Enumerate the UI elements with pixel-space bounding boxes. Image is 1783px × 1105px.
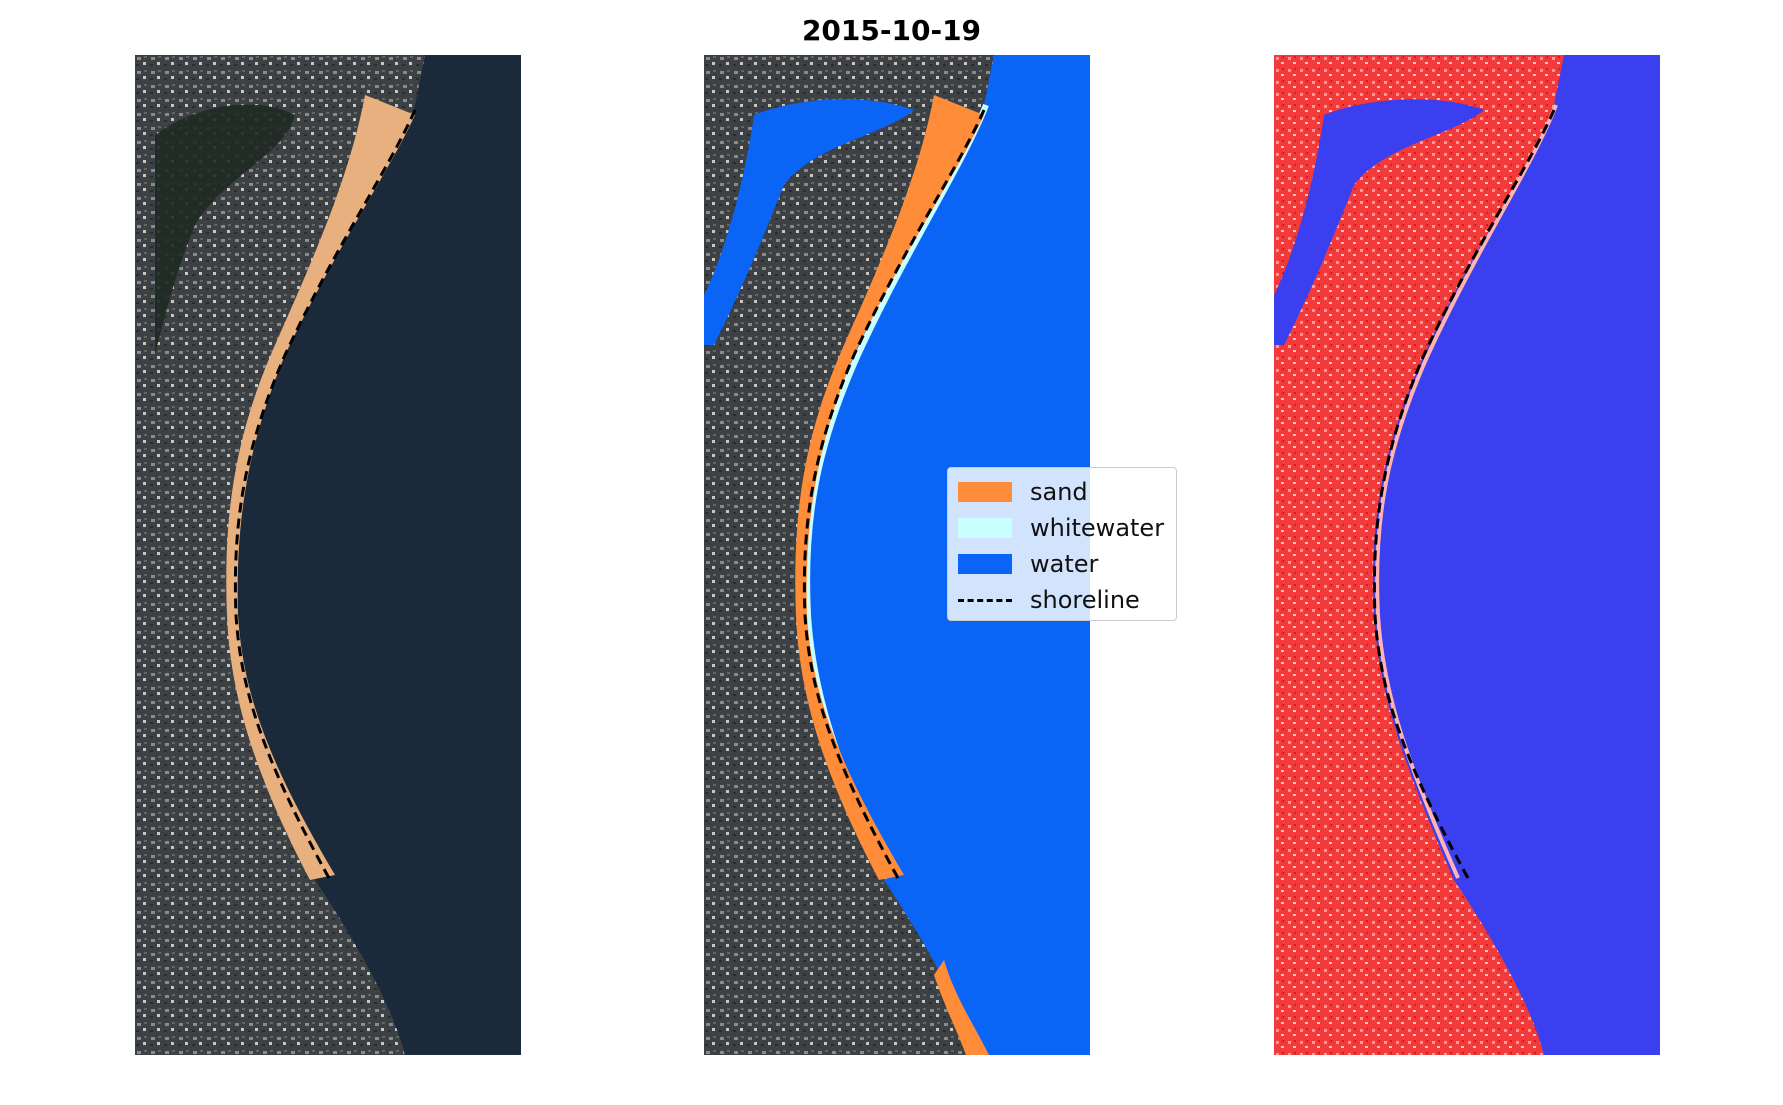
- legend-item-shoreline: shoreline: [958, 586, 1140, 614]
- legend-swatch-shoreline: [958, 598, 1012, 602]
- rgb-image: [135, 55, 521, 1055]
- legend-label: whitewater: [1030, 514, 1165, 542]
- legend-item-water: water: [958, 550, 1098, 578]
- water-index-image: [1274, 55, 1660, 1055]
- legend-label: shoreline: [1030, 586, 1140, 614]
- legend-swatch-sand: [958, 482, 1012, 502]
- legend: sand whitewater water shoreline: [947, 467, 1177, 621]
- legend-item-whitewater: whitewater: [958, 514, 1164, 542]
- legend-label: water: [1030, 550, 1099, 578]
- figure-title: 2015-10-19: [801, 14, 982, 47]
- legend-swatch-water: [958, 554, 1012, 574]
- legend-swatch-whitewater: [958, 518, 1012, 538]
- rgb-image-panel: [135, 55, 521, 1055]
- legend-item-sand: sand: [958, 478, 1088, 506]
- water-index-image-panel: [1274, 55, 1660, 1055]
- legend-label: sand: [1030, 478, 1088, 506]
